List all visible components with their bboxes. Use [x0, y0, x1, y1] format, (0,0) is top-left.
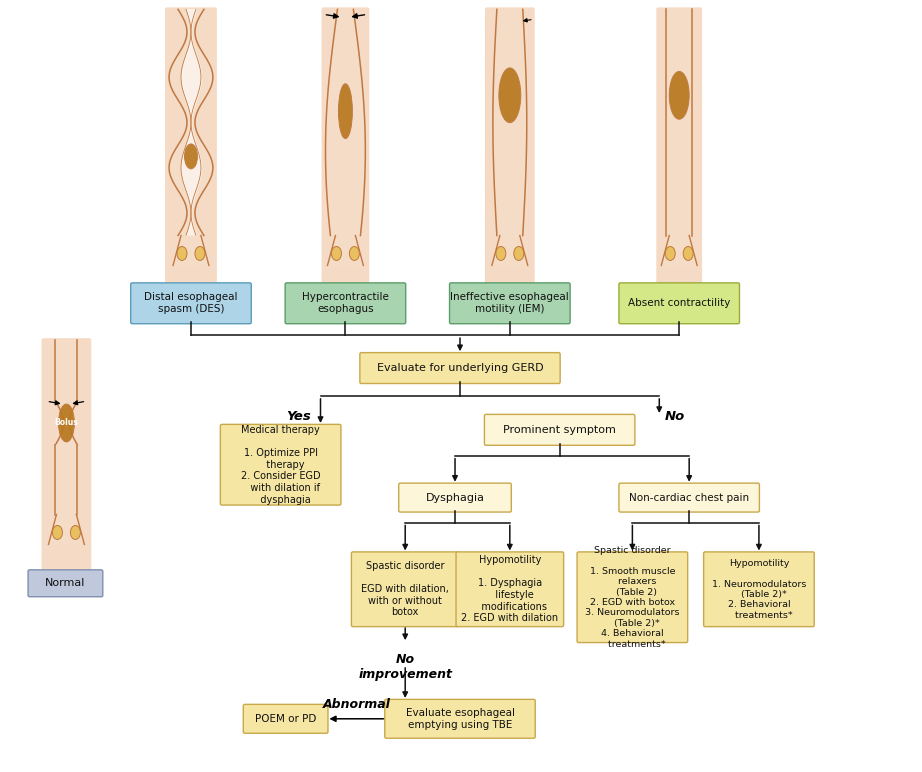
Text: Yes: Yes	[286, 410, 311, 423]
Ellipse shape	[349, 246, 360, 260]
Text: No
improvement: No improvement	[359, 653, 452, 681]
Text: Hypercontractile
esophagus: Hypercontractile esophagus	[302, 293, 389, 314]
Text: Distal esophageal
spasm (DES): Distal esophageal spasm (DES)	[144, 293, 238, 314]
FancyBboxPatch shape	[703, 552, 814, 627]
Text: Spastic disorder

1. Smooth muscle
   relaxers
   (Table 2)
2. EGD with botox
3.: Spastic disorder 1. Smooth muscle relaxe…	[585, 546, 680, 648]
FancyBboxPatch shape	[577, 552, 688, 642]
FancyBboxPatch shape	[243, 704, 328, 733]
FancyBboxPatch shape	[619, 483, 760, 512]
Ellipse shape	[70, 526, 80, 540]
Ellipse shape	[195, 246, 205, 260]
FancyBboxPatch shape	[41, 338, 91, 571]
FancyBboxPatch shape	[485, 8, 535, 293]
FancyBboxPatch shape	[656, 8, 703, 293]
Ellipse shape	[499, 68, 521, 123]
FancyBboxPatch shape	[28, 570, 102, 597]
Ellipse shape	[496, 246, 506, 260]
Ellipse shape	[53, 526, 63, 540]
Text: Abnormal: Abnormal	[323, 698, 390, 711]
FancyBboxPatch shape	[484, 415, 635, 445]
Ellipse shape	[58, 404, 75, 442]
Text: Hypomotility

1. Dysphagia
   lifestyle
   modifications
2. EGD with dilation: Hypomotility 1. Dysphagia lifestyle modi…	[461, 555, 559, 623]
FancyBboxPatch shape	[285, 283, 406, 323]
FancyBboxPatch shape	[131, 283, 252, 323]
Ellipse shape	[514, 246, 524, 260]
Ellipse shape	[177, 246, 187, 260]
Ellipse shape	[669, 71, 689, 119]
Ellipse shape	[683, 246, 693, 260]
Text: Spastic disorder

EGD with dilation,
with or without
botox: Spastic disorder EGD with dilation, with…	[361, 561, 449, 618]
FancyBboxPatch shape	[619, 283, 739, 323]
FancyBboxPatch shape	[220, 425, 341, 505]
FancyBboxPatch shape	[351, 552, 459, 627]
FancyBboxPatch shape	[398, 483, 512, 512]
Ellipse shape	[338, 83, 352, 138]
Text: Bolus: Bolus	[54, 418, 78, 428]
Ellipse shape	[666, 246, 675, 260]
FancyBboxPatch shape	[165, 8, 217, 293]
FancyBboxPatch shape	[322, 8, 370, 293]
FancyBboxPatch shape	[360, 353, 561, 384]
Text: Hypomotility

1. Neuromodulators
   (Table 2)*
2. Behavioral
   treatments*: Hypomotility 1. Neuromodulators (Table 2…	[712, 559, 806, 620]
Text: Non-cardiac chest pain: Non-cardiac chest pain	[629, 493, 750, 503]
Text: Dysphagia: Dysphagia	[426, 493, 485, 503]
Text: Normal: Normal	[45, 578, 86, 588]
Ellipse shape	[184, 144, 197, 169]
Text: Evaluate esophageal
emptying using TBE: Evaluate esophageal emptying using TBE	[406, 708, 514, 730]
Text: Prominent symptom: Prominent symptom	[503, 425, 616, 435]
FancyBboxPatch shape	[456, 552, 563, 627]
Text: Ineffective esophageal
motility (IEM): Ineffective esophageal motility (IEM)	[451, 293, 569, 314]
FancyBboxPatch shape	[384, 699, 536, 738]
Text: Absent contractility: Absent contractility	[628, 298, 730, 308]
Text: Medical therapy

1. Optimize PPI
   therapy
2. Consider EGD
   with dilation if
: Medical therapy 1. Optimize PPI therapy …	[241, 425, 321, 505]
Text: Evaluate for underlying GERD: Evaluate for underlying GERD	[377, 363, 543, 373]
Ellipse shape	[332, 246, 341, 260]
FancyBboxPatch shape	[450, 283, 570, 323]
Text: No: No	[664, 410, 684, 423]
Text: POEM or PD: POEM or PD	[255, 714, 316, 724]
